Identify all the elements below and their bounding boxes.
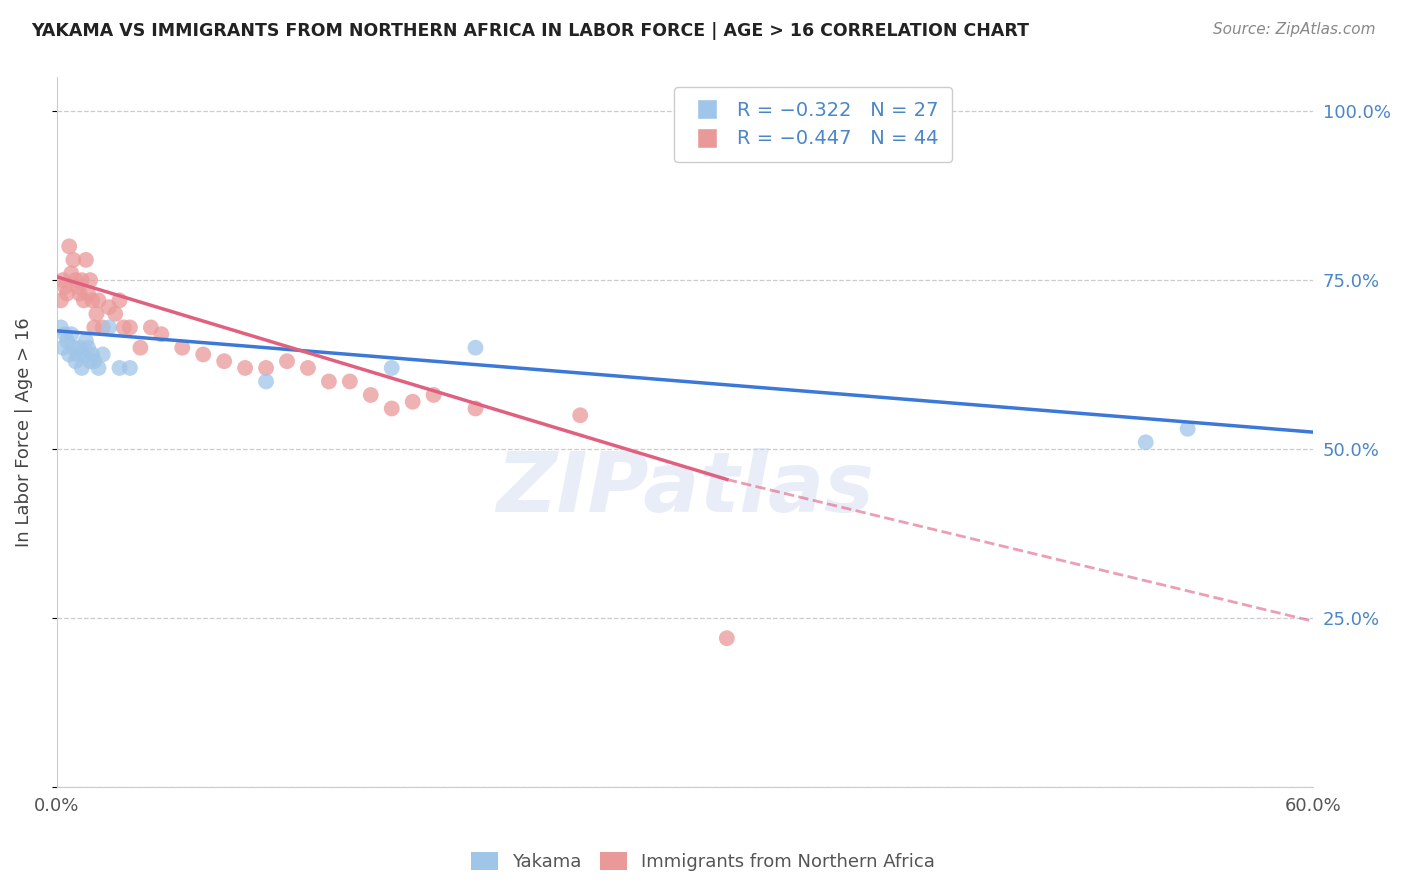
- Point: [65, 354, 87, 368]
- Point: [70, 361, 93, 376]
- Text: Source: ZipAtlas.com: Source: ZipAtlas.com: [1212, 22, 1375, 37]
- Legend: R = −0.322   N = 27, R = −0.447   N = 44: R = −0.322 N = 27, R = −0.447 N = 44: [675, 87, 952, 162]
- Point: [58, 239, 80, 253]
- Point: [464, 341, 486, 355]
- Point: [75, 334, 97, 348]
- Point: [53, 280, 76, 294]
- Point: [118, 320, 141, 334]
- Point: [53, 327, 76, 342]
- Point: [464, 401, 486, 416]
- Point: [69, 286, 91, 301]
- Point: [86, 307, 108, 321]
- Point: [56, 334, 79, 348]
- Point: [276, 354, 298, 368]
- Point: [108, 293, 131, 308]
- Point: [569, 409, 592, 423]
- Point: [402, 394, 425, 409]
- Point: [83, 320, 105, 334]
- Point: [112, 320, 135, 334]
- Point: [212, 354, 235, 368]
- Point: [381, 401, 404, 416]
- Point: [82, 347, 104, 361]
- Point: [254, 361, 277, 376]
- Point: [172, 341, 194, 355]
- Point: [60, 266, 83, 280]
- Point: [1177, 422, 1199, 436]
- Point: [104, 307, 127, 321]
- Point: [56, 286, 79, 301]
- Point: [360, 388, 382, 402]
- Point: [65, 273, 87, 287]
- Point: [1135, 435, 1157, 450]
- Point: [87, 293, 110, 308]
- Point: [79, 273, 101, 287]
- Point: [66, 347, 89, 361]
- Point: [339, 375, 361, 389]
- Point: [66, 280, 89, 294]
- Point: [69, 341, 91, 355]
- Point: [150, 327, 173, 342]
- Point: [98, 300, 121, 314]
- Point: [62, 252, 84, 267]
- Point: [139, 320, 162, 334]
- Point: [381, 361, 404, 376]
- Point: [193, 347, 215, 361]
- Text: YAKAMA VS IMMIGRANTS FROM NORTHERN AFRICA IN LABOR FORCE | AGE > 16 CORRELATION : YAKAMA VS IMMIGRANTS FROM NORTHERN AFRIC…: [31, 22, 1029, 40]
- Point: [77, 341, 100, 355]
- Legend: Yakama, Immigrants from Northern Africa: Yakama, Immigrants from Northern Africa: [464, 845, 942, 879]
- Point: [62, 341, 84, 355]
- Point: [716, 631, 738, 645]
- Point: [49, 293, 72, 308]
- Point: [60, 327, 83, 342]
- Point: [297, 361, 319, 376]
- Point: [52, 273, 75, 287]
- Point: [70, 273, 93, 287]
- Point: [77, 286, 100, 301]
- Point: [118, 361, 141, 376]
- Point: [254, 375, 277, 389]
- Point: [79, 354, 101, 368]
- Point: [318, 375, 340, 389]
- Point: [233, 361, 256, 376]
- Point: [91, 347, 114, 361]
- Point: [422, 388, 444, 402]
- Point: [83, 354, 105, 368]
- Point: [82, 293, 104, 308]
- Y-axis label: In Labor Force | Age > 16: In Labor Force | Age > 16: [15, 318, 32, 547]
- Point: [87, 361, 110, 376]
- Point: [75, 252, 97, 267]
- Point: [108, 361, 131, 376]
- Point: [73, 347, 96, 361]
- Point: [52, 341, 75, 355]
- Point: [129, 341, 152, 355]
- Point: [58, 347, 80, 361]
- Point: [73, 293, 96, 308]
- Point: [49, 320, 72, 334]
- Point: [91, 320, 114, 334]
- Point: [98, 320, 121, 334]
- Text: ZIPatlas: ZIPatlas: [496, 449, 875, 529]
